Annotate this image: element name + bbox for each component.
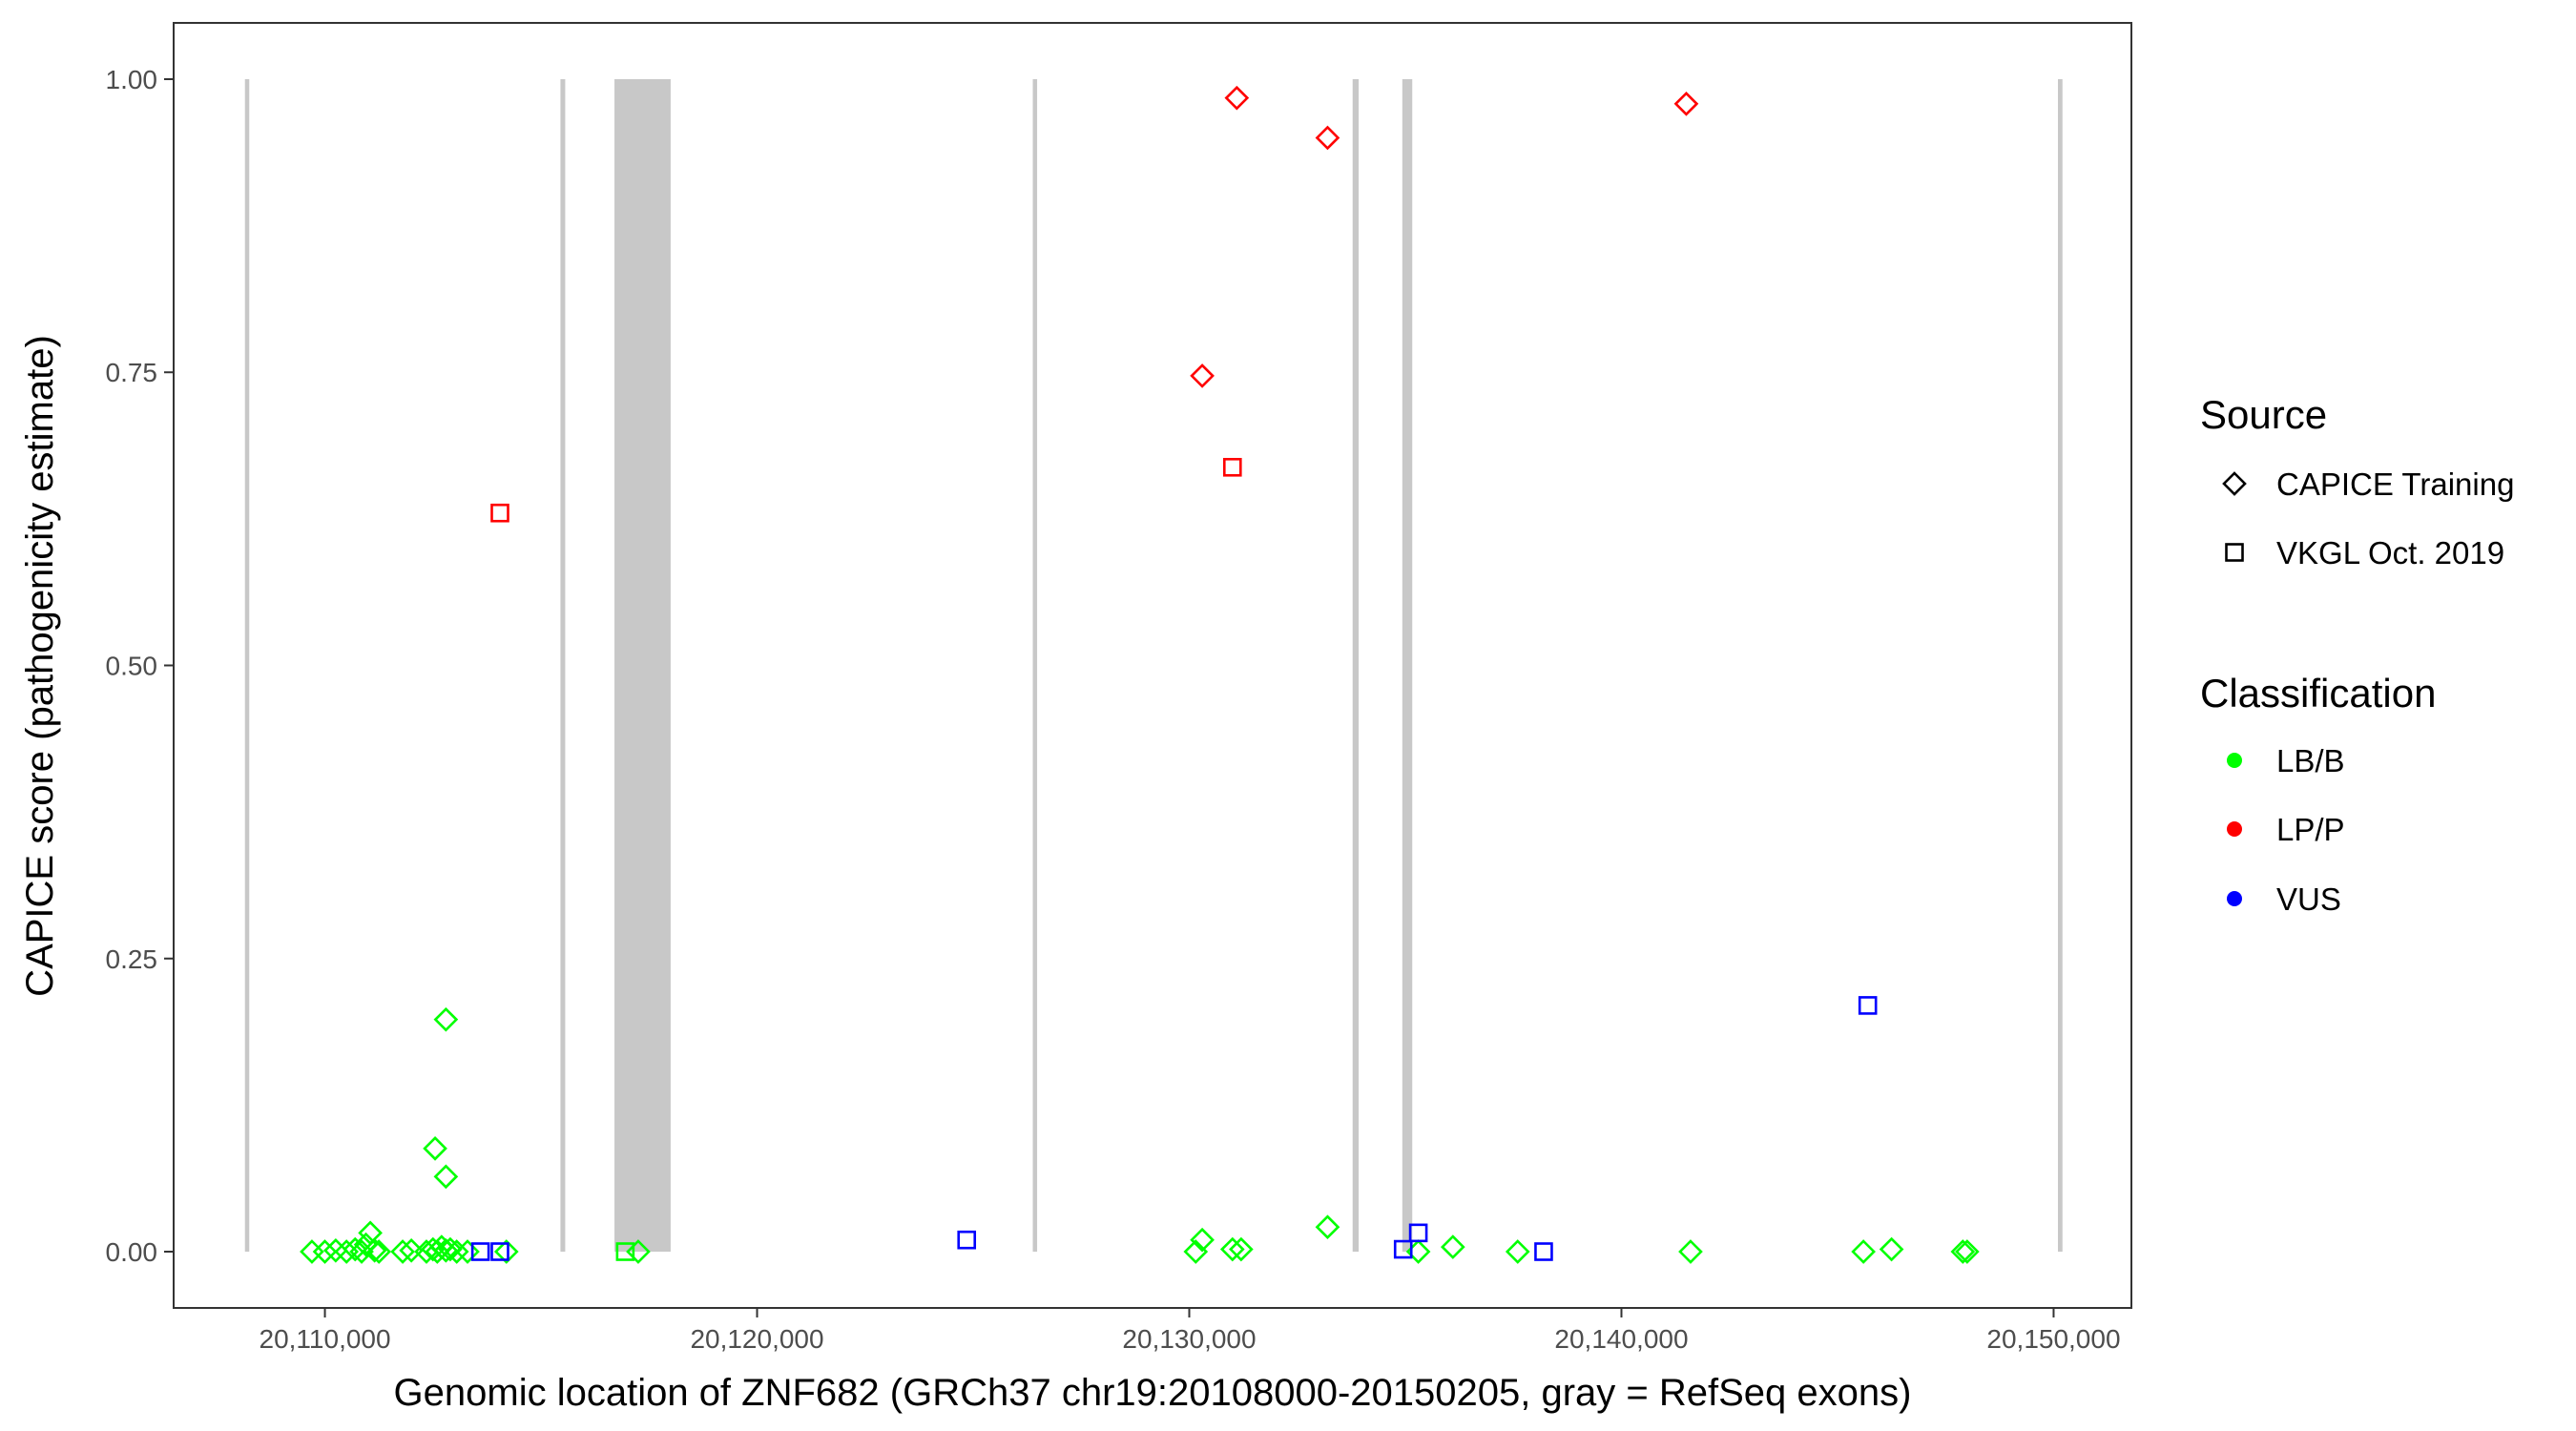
data-point-diamond bbox=[362, 1237, 387, 1263]
data-point-square bbox=[490, 503, 509, 523]
data-point-diamond bbox=[1955, 1239, 1980, 1264]
x-axis-title: Genomic location of ZNF682 (GRCh37 chr19… bbox=[394, 1372, 1912, 1414]
x-tick-label: 20,140,000 bbox=[1554, 1324, 1688, 1354]
legend-key-square bbox=[2225, 543, 2244, 562]
data-point-diamond bbox=[1224, 85, 1250, 111]
data-point-diamond bbox=[433, 1006, 459, 1032]
x-tick-label: 20,120,000 bbox=[690, 1324, 823, 1354]
data-point-diamond bbox=[1678, 1239, 1703, 1264]
data-point-diamond bbox=[1219, 1236, 1245, 1262]
exon-band bbox=[1032, 78, 1038, 1253]
exon-band bbox=[2057, 78, 2063, 1253]
y-tick-label: 0.50 bbox=[106, 652, 158, 681]
legend-label: VKGL Oct. 2019 bbox=[2276, 535, 2504, 570]
data-point-diamond bbox=[425, 1239, 450, 1264]
y-tick-label: 0.75 bbox=[106, 358, 158, 387]
data-point-diamond bbox=[626, 1239, 651, 1264]
y-axis: 0.00 0.25 0.50 0.75 1.00 bbox=[106, 65, 174, 1267]
data-point-diamond bbox=[399, 1237, 424, 1263]
legend-key-dot bbox=[2227, 753, 2242, 768]
data-point-diamond bbox=[1505, 1239, 1530, 1264]
data-point-diamond bbox=[493, 1239, 519, 1264]
data-point-diamond bbox=[323, 1237, 348, 1263]
legend-classification-items: LB/B LP/P VUS bbox=[2227, 743, 2345, 917]
data-point-diamond bbox=[1315, 1214, 1340, 1240]
data-point-square bbox=[957, 1230, 977, 1250]
x-axis: 20,110,000 20,120,000 20,130,000 20,140,000… bbox=[260, 1308, 2121, 1354]
legend-source-title: Source bbox=[2200, 392, 2327, 437]
exon-band bbox=[560, 78, 566, 1253]
data-point-diamond bbox=[1950, 1239, 1976, 1264]
legend-source-items: CAPICE Training VKGL Oct. 2019 bbox=[2222, 467, 2514, 570]
legend-key-dot bbox=[2227, 891, 2242, 906]
data-point-diamond bbox=[438, 1236, 463, 1262]
exon-band bbox=[1402, 78, 1413, 1253]
legend-label: LP/P bbox=[2276, 812, 2345, 847]
data-point-diamond bbox=[1440, 1234, 1465, 1259]
legend-label: VUS bbox=[2276, 881, 2341, 917]
data-point-diamond bbox=[455, 1239, 480, 1264]
data-points bbox=[300, 85, 1980, 1264]
data-point-diamond bbox=[343, 1236, 368, 1262]
data-point-diamond bbox=[1879, 1236, 1904, 1262]
data-point-square bbox=[470, 1242, 490, 1261]
x-tick-label: 20,150,000 bbox=[1986, 1324, 2120, 1354]
y-axis-title: CAPICE score (pathogenicity estimate) bbox=[19, 335, 61, 997]
data-point-square bbox=[490, 1242, 509, 1261]
legend-key-dot bbox=[2227, 821, 2242, 837]
data-point-diamond bbox=[1229, 1236, 1254, 1262]
data-point-diamond bbox=[390, 1239, 415, 1264]
data-point-square bbox=[1408, 1223, 1428, 1243]
data-point-diamond bbox=[1851, 1239, 1876, 1264]
data-point-square bbox=[1858, 996, 1878, 1015]
exon-band bbox=[614, 78, 671, 1253]
data-point-diamond bbox=[366, 1239, 392, 1264]
legend: Source CAPICE Training VKGL Oct. 2019 Cla… bbox=[2200, 392, 2514, 917]
y-tick-label: 0.25 bbox=[106, 944, 158, 974]
y-tick-label: 0.00 bbox=[106, 1237, 158, 1267]
data-point-diamond bbox=[1190, 363, 1215, 388]
data-point-square bbox=[1534, 1242, 1553, 1261]
data-point-diamond bbox=[1673, 91, 1699, 116]
data-point-diamond bbox=[349, 1239, 374, 1264]
y-tick-label: 1.00 bbox=[106, 65, 158, 94]
x-tick-label: 20,130,000 bbox=[1122, 1324, 1256, 1354]
data-point-diamond bbox=[1190, 1227, 1215, 1253]
legend-label: CAPICE Training bbox=[2276, 467, 2514, 502]
data-point-diamond bbox=[1315, 125, 1340, 151]
data-point-diamond bbox=[444, 1239, 469, 1264]
data-point-diamond bbox=[433, 1164, 459, 1190]
data-point-square bbox=[1393, 1239, 1413, 1259]
data-point-diamond bbox=[433, 1237, 459, 1263]
data-point-diamond bbox=[423, 1136, 447, 1161]
data-point-diamond bbox=[312, 1239, 338, 1264]
exon-band bbox=[1352, 78, 1360, 1253]
legend-label: LB/B bbox=[2276, 743, 2345, 778]
x-tick-label: 20,110,000 bbox=[260, 1324, 391, 1354]
legend-key-diamond bbox=[2222, 471, 2247, 496]
data-point-square bbox=[615, 1242, 635, 1261]
legend-classification-title: Classification bbox=[2200, 671, 2436, 716]
exon-bands bbox=[244, 78, 2063, 1253]
exon-band bbox=[244, 78, 250, 1253]
data-point-square bbox=[1223, 457, 1242, 477]
